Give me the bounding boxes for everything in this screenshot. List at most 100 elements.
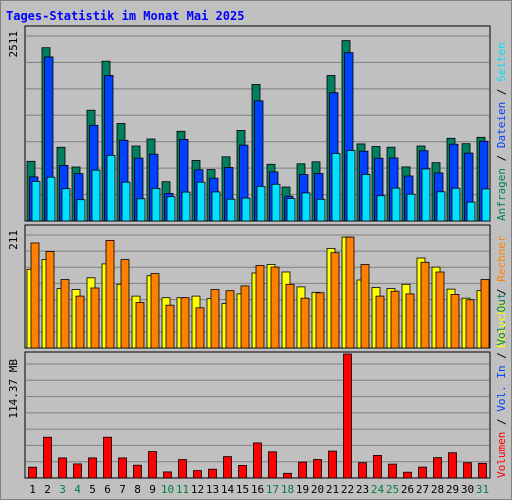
bar-rechner-day-18 [285, 283, 295, 349]
x-tick-day-21: 21 [326, 483, 339, 496]
bar-rechner-day-6 [105, 239, 115, 349]
x-tick-day-8: 8 [134, 483, 141, 496]
x-tick-day-1: 1 [29, 483, 36, 496]
bar-seiten-day-25 [391, 187, 401, 222]
bar-rechner-day-9 [150, 273, 160, 349]
bar-rechner-day-15 [240, 285, 250, 349]
bar-seiten-day-1 [31, 180, 41, 222]
bar-rechner-day-31 [480, 279, 490, 349]
bar-seiten-day-7 [121, 181, 131, 222]
bar-rechner-day-3 [60, 279, 70, 349]
legend-entry-vol-out: Vol. Out [495, 293, 508, 346]
bar-seiten-day-5 [91, 169, 101, 222]
bar-volumen-day-3 [58, 457, 67, 479]
legend-entry-besuche: Besuche [495, 302, 508, 348]
x-tick-day-25: 25 [386, 483, 399, 496]
bar-rechner-day-22 [345, 236, 355, 349]
x-tick-day-12: 12 [191, 483, 204, 496]
bar-seiten-day-2 [46, 176, 56, 222]
legend-separator: / [495, 282, 508, 302]
bar-seiten-day-20 [316, 198, 326, 222]
y-axis-max-label-volume: 114.37 MB [7, 359, 20, 419]
bar-volumen-day-13 [208, 468, 217, 479]
x-tick-day-16: 16 [251, 483, 264, 496]
bar-volumen-day-21 [328, 450, 337, 479]
bar-rechner-day-25 [390, 290, 400, 349]
bar-seiten-day-14 [226, 198, 236, 222]
x-tick-day-10: 10 [161, 483, 174, 496]
right-legend-panel-2: Besuche / Rechner [495, 235, 508, 348]
bar-volumen-day-26 [403, 471, 412, 479]
bar-volumen-day-6 [103, 436, 112, 479]
bar-rechner-day-7 [120, 259, 130, 349]
x-tick-day-17: 17 [266, 483, 279, 496]
bar-volumen-day-2 [43, 436, 52, 479]
bar-volumen-day-19 [298, 461, 307, 479]
x-tick-day-5: 5 [89, 483, 96, 496]
x-tick-day-3: 3 [59, 483, 66, 496]
bar-volumen-day-8 [133, 464, 142, 479]
x-tick-day-15: 15 [236, 483, 249, 496]
legend-separator: / [495, 82, 508, 102]
bar-volumen-day-7 [118, 457, 127, 479]
bar-seiten-day-31 [481, 188, 491, 222]
panel-requests-files-pages: 2511 [7, 25, 491, 222]
bar-volumen-day-31 [478, 462, 487, 479]
bar-volumen-day-9 [148, 451, 157, 479]
x-tick-day-6: 6 [104, 483, 111, 496]
bar-seiten-day-6 [106, 154, 116, 222]
bar-seiten-day-19 [301, 192, 311, 222]
bar-seiten-day-29 [451, 187, 461, 222]
x-axis-tick-labels: 1 2 3 4 5 6 7 8 9 10 11 12 13 14 15 16 17 18 19 20 21 22 23 24 2… [29, 483, 489, 496]
legend-separator: / [495, 148, 508, 168]
bar-volumen-day-27 [418, 466, 427, 479]
bar-volumen-day-4 [73, 463, 82, 479]
bar-seiten-day-24 [376, 195, 386, 222]
y-axis-max-label-requests: 2511 [7, 31, 20, 58]
bar-rechner-day-16 [255, 265, 265, 349]
bar-volumen-day-1 [28, 466, 37, 479]
bar-rechner-day-12 [195, 307, 205, 349]
bar-seiten-day-23 [361, 174, 371, 222]
bar-rechner-day-19 [300, 297, 310, 349]
bar-volumen-day-28 [433, 457, 442, 479]
bar-seiten-day-11 [181, 191, 191, 222]
legend-entry-vol-in: Vol. In [495, 365, 508, 411]
bar-volumen-day-15 [238, 464, 247, 479]
bar-seiten-day-28 [436, 191, 446, 222]
x-tick-day-24: 24 [371, 483, 385, 496]
bar-rechner-day-2 [45, 251, 55, 349]
bar-volumen-day-25 [388, 463, 397, 479]
x-tick-day-22: 22 [341, 483, 354, 496]
right-legend: Anfragen / Dateien / Seiten Besuche / Rec… [495, 42, 508, 478]
x-tick-day-13: 13 [206, 483, 219, 496]
x-tick-day-20: 20 [311, 483, 324, 496]
bar-volumen-day-16 [253, 442, 262, 479]
bar-rechner-day-21 [330, 252, 340, 349]
legend-separator: / [495, 412, 508, 432]
legend-entry-seiten: Seiten [495, 42, 508, 82]
bar-rechner-day-26 [405, 293, 415, 349]
bar-volumen-day-22 [343, 353, 352, 479]
panel-volume: 114.37 MB [7, 351, 491, 479]
bar-rechner-day-14 [225, 290, 235, 349]
x-tick-day-31: 31 [476, 483, 489, 496]
legend-entry-anfragen: Anfragen [495, 168, 508, 221]
bar-rechner-day-13 [210, 289, 220, 349]
legend-entry-rechner: Rechner [495, 235, 508, 282]
bar-rechner-day-10 [165, 304, 175, 349]
chart-title: Tages-Statistik im Monat Mai 2025 [6, 9, 244, 23]
x-tick-day-9: 9 [149, 483, 156, 496]
bar-seiten-day-13 [211, 191, 221, 222]
bar-volumen-day-30 [463, 462, 472, 479]
x-tick-day-2: 2 [44, 483, 51, 496]
bar-rechner-day-5 [90, 287, 100, 349]
bar-rechner-day-24 [375, 295, 385, 349]
x-tick-day-11: 11 [176, 483, 189, 496]
bar-volumen-day-11 [178, 459, 187, 479]
bar-volumen-day-10 [163, 471, 172, 479]
right-legend-panel-3: Volumen / Vol. In / Vol. Out [495, 293, 508, 478]
bar-volumen-day-5 [88, 457, 97, 479]
x-tick-day-23: 23 [356, 483, 369, 496]
